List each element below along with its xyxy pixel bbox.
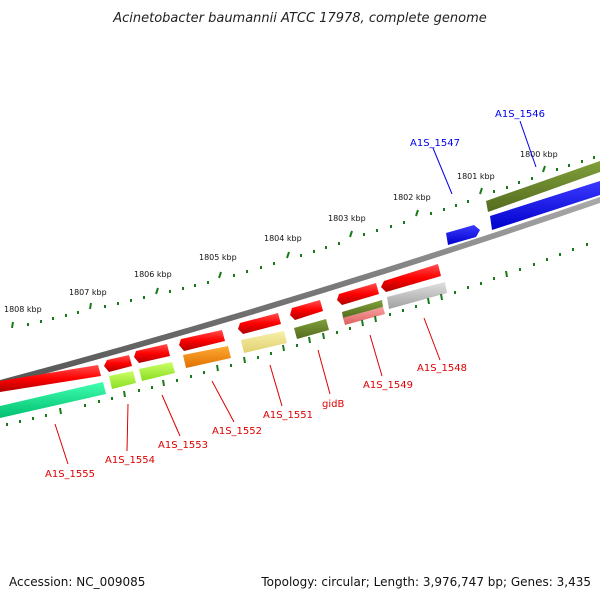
gene-a1s-1553[interactable] bbox=[134, 344, 170, 363]
cog-segment-a1s-1546 bbox=[486, 161, 600, 212]
scale-label-1806: 1806 kbp bbox=[134, 270, 172, 279]
cog-segment-a1s-1546-blue bbox=[490, 181, 600, 230]
leader-a1s-1548 bbox=[423, 317, 441, 361]
scale-major-tick bbox=[218, 271, 222, 279]
scale-label-1803: 1803 kbp bbox=[328, 214, 366, 223]
gene-gidb[interactable] bbox=[290, 300, 323, 320]
gene-a1s-1548[interactable] bbox=[381, 264, 441, 292]
reverse-gene-track bbox=[0, 264, 441, 392]
leader-a1s-1554 bbox=[126, 403, 129, 452]
scale-label-1805: 1805 kbp bbox=[199, 253, 237, 262]
scale-label-1800: 1800 kbp bbox=[520, 150, 558, 159]
label-a1s-1553[interactable]: A1S_1553 bbox=[158, 440, 208, 451]
gene-a1s-1555[interactable] bbox=[0, 365, 101, 392]
cog-segment-lime-1553 bbox=[139, 362, 175, 381]
leader-a1s-1553 bbox=[161, 394, 181, 437]
scale-label-1802: 1802 kbp bbox=[393, 193, 431, 202]
cog-segment-pink bbox=[343, 307, 385, 325]
label-a1s-1547[interactable]: A1S_1547 bbox=[410, 138, 460, 149]
outer-scale-ticks bbox=[11, 156, 595, 329]
scale-major-tick bbox=[542, 165, 546, 173]
label-a1s-1546[interactable]: A1S_1546 bbox=[495, 109, 545, 120]
cog-segment-orange bbox=[183, 346, 231, 368]
scale-major-tick bbox=[479, 187, 483, 195]
inner-major-ticks bbox=[59, 270, 508, 415]
cog-segment-green-1555 bbox=[0, 382, 106, 418]
label-a1s-1552[interactable]: A1S_1552 bbox=[212, 426, 262, 437]
scale-label-1807: 1807 kbp bbox=[69, 288, 107, 297]
cog-segment-olive-gidb bbox=[294, 319, 329, 339]
reverse-cog-track bbox=[0, 282, 447, 418]
inner-scale-ticks bbox=[6, 243, 588, 426]
leader-a1s-1551 bbox=[269, 364, 283, 407]
scale-major-tick bbox=[89, 302, 92, 310]
leader-a1s-1552 bbox=[211, 380, 235, 423]
gene-a1s-1549[interactable] bbox=[337, 283, 379, 305]
scale-label-1804: 1804 kbp bbox=[264, 234, 302, 243]
scale-major-tick bbox=[286, 251, 290, 259]
gene-a1s-1554[interactable] bbox=[104, 355, 132, 372]
scale-major-tick bbox=[349, 230, 353, 238]
cog-segment-lime-1554 bbox=[109, 371, 136, 389]
label-gidb[interactable]: gidB bbox=[322, 399, 344, 410]
scale-major-tick bbox=[415, 209, 419, 217]
gene-a1s-1547[interactable] bbox=[446, 225, 480, 245]
forward-cog-track bbox=[486, 161, 600, 230]
gene-labels: A1S_1546 A1S_1547 A1S_1548 A1S_1549 gidB… bbox=[45, 109, 545, 480]
scale-minor-ticks bbox=[27, 156, 595, 326]
scale-major-tick bbox=[11, 321, 14, 329]
scale-labels: 1800 kbp 1801 kbp 1802 kbp 1803 kbp 1804… bbox=[4, 150, 558, 314]
map-title: Acinetobacter baumannii ATCC 17978, comp… bbox=[112, 11, 487, 26]
label-a1s-1548[interactable]: A1S_1548 bbox=[417, 363, 467, 374]
leader-a1s-1555 bbox=[54, 423, 69, 465]
leader-a1s-1547 bbox=[432, 147, 453, 195]
leader-a1s-1549 bbox=[369, 334, 383, 377]
scale-label-1801: 1801 kbp bbox=[457, 172, 495, 181]
leader-gidb bbox=[317, 349, 331, 395]
gene-a1s-1551[interactable] bbox=[238, 313, 281, 334]
cog-segment-gray bbox=[387, 282, 447, 309]
cog-segment-khaki bbox=[241, 331, 287, 353]
label-leaders bbox=[54, 120, 537, 465]
gene-a1s-1552[interactable] bbox=[179, 330, 225, 351]
label-a1s-1554[interactable]: A1S_1554 bbox=[105, 455, 155, 466]
accession-text: Accession: NC_009085 bbox=[9, 575, 145, 589]
scale-label-1808: 1808 kbp bbox=[4, 305, 42, 314]
cog-segment-olive-1549 bbox=[342, 300, 383, 318]
genome-backbone bbox=[0, 197, 600, 386]
leader-a1s-1546 bbox=[519, 120, 537, 168]
label-a1s-1549[interactable]: A1S_1549 bbox=[363, 380, 413, 391]
label-a1s-1555[interactable]: A1S_1555 bbox=[45, 469, 95, 480]
genome-summary-text: Topology: circular; Length: 3,976,747 bp… bbox=[260, 575, 591, 589]
scale-major-tick bbox=[155, 287, 159, 295]
label-a1s-1551[interactable]: A1S_1551 bbox=[263, 410, 313, 421]
